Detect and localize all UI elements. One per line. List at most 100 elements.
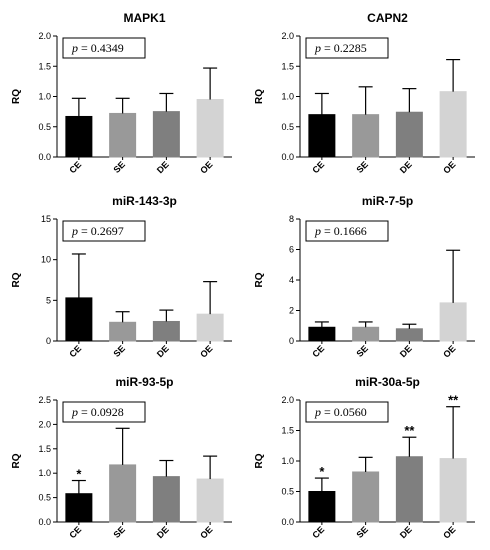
y-tick-label: 0.5 (38, 493, 51, 503)
x-tick-label: SE (111, 343, 127, 359)
bar-ce (308, 114, 336, 158)
y-tick-label: 2.0 (38, 31, 51, 41)
x-tick-label: CE (67, 159, 83, 175)
bar-se (352, 326, 380, 342)
p-value-box (305, 220, 389, 242)
p-value: = 0.1666 (321, 224, 367, 238)
x-tick-label: SE (354, 343, 370, 359)
x-tick-label: OE (198, 524, 214, 540)
y-tick-label: 1.0 (281, 456, 294, 466)
p-value-text: p = 0.2285 (314, 41, 367, 55)
bar-oe (439, 91, 467, 158)
y-tick-label: 1.0 (281, 92, 294, 102)
x-tick-label: CE (310, 159, 326, 175)
x-tick-label: DE (398, 159, 414, 175)
y-tick-label: 1.0 (38, 92, 51, 102)
x-tick-label: CE (310, 524, 326, 540)
p-symbol: p (71, 41, 78, 55)
x-tick-label: CE (67, 524, 83, 540)
x-tick-label: SE (354, 159, 370, 175)
chart-panel-2: CAPN2 RQ 0.0 0.5 1.0 1.5 2.0 CE SE DE OE p = 0.2285 (254, 11, 475, 176)
chart-panel-5: miR-93-5pRQ0.00.51.01.52.02.5CE*SE**DEOE… (11, 375, 232, 541)
x-tick-label: OE (441, 343, 457, 359)
bar-oe (196, 478, 224, 523)
y-tick-label: 2.0 (281, 395, 294, 405)
significance-marker: ** (404, 423, 415, 438)
x-tick-label: DE (398, 343, 414, 359)
y-tick-label: 5 (46, 295, 51, 305)
p-value-text: p = 0.4349 (71, 41, 124, 55)
chart-title: miR-30a-5p (355, 375, 420, 389)
chart-title: miR-93-5p (115, 375, 173, 389)
x-tick-label: DE (155, 343, 171, 359)
y-tick-label: 0.0 (38, 152, 51, 162)
p-value-text: p = 0.0560 (314, 405, 367, 419)
x-tick-label: OE (198, 343, 214, 359)
p-value-box (62, 401, 146, 423)
p-value-box (305, 37, 389, 59)
p-symbol: p (71, 405, 78, 419)
bar-ce (65, 297, 93, 342)
y-tick-label: 10 (41, 255, 51, 265)
x-tick-label: DE (155, 159, 171, 175)
bar-ce (308, 326, 336, 342)
y-tick-label: 8 (289, 214, 294, 224)
bar-oe (196, 313, 224, 342)
y-axis-label: RQ (11, 272, 22, 287)
y-tick-label: 2.5 (38, 395, 51, 405)
bar-se (352, 471, 380, 523)
p-value-box (305, 401, 389, 423)
significance-marker: * (319, 464, 325, 479)
y-tick-label: 1.5 (38, 61, 51, 71)
x-tick-label: DE (398, 524, 414, 540)
y-tick-label: 4 (289, 275, 294, 285)
y-tick-label: 2.0 (38, 419, 51, 429)
y-axis-label: RQ (11, 453, 22, 468)
y-tick-label: 0.0 (38, 517, 51, 527)
p-value-text: p = 0.2697 (71, 224, 124, 238)
bar-oe (439, 458, 467, 523)
x-tick-label: SE (354, 524, 370, 540)
y-tick-label: 1.5 (281, 426, 294, 436)
x-tick-label: OE (441, 524, 457, 540)
y-tick-label: 0 (46, 336, 51, 346)
p-symbol: p (314, 224, 321, 238)
p-value: = 0.4349 (78, 41, 124, 55)
p-symbol: p (71, 224, 78, 238)
x-tick-label: SE (111, 524, 127, 540)
y-axis-label: RQ (254, 453, 265, 468)
y-tick-label: 0.5 (281, 487, 294, 497)
bar-se (109, 112, 137, 158)
chart-panel-1: MAPK1 RQ 0.0 0.5 1.0 1.5 2.0 CE SE DE OE p = 0.4349 (11, 11, 232, 176)
y-tick-label: 0.0 (281, 152, 294, 162)
chart-panel-6: miR-30a-5p RQ 0.0 0.5 1.0 1.5 2.0 CE * SE DE ** OE **… (254, 375, 475, 541)
x-tick-label: OE (441, 159, 457, 175)
bar-se (352, 114, 380, 158)
bar-de (395, 111, 423, 158)
y-tick-label: 2.0 (281, 31, 294, 41)
x-tick-label: CE (310, 343, 326, 359)
bar-se (109, 464, 137, 523)
y-tick-label: 6 (289, 245, 294, 255)
chart-title: CAPN2 (367, 11, 408, 25)
bar-oe (196, 99, 224, 158)
p-symbol: p (314, 41, 321, 55)
bar-de (395, 456, 423, 523)
y-tick-label: 0.5 (281, 122, 294, 132)
y-tick-label: 0 (289, 336, 294, 346)
p-symbol: p (314, 405, 321, 419)
chart-panel-3: miR-143-3p RQ 0 5 10 15 CE SE DE OE p = 0.2697 (11, 194, 232, 360)
p-value: = 0.0560 (321, 405, 367, 419)
chart-title: miR-143-3p (112, 194, 177, 208)
chart-title: MAPK1 (123, 11, 165, 25)
bar-de (395, 328, 423, 342)
y-axis-label: RQ (11, 89, 22, 104)
y-tick-label: 1.5 (38, 444, 51, 454)
x-tick-label: OE (198, 159, 214, 175)
y-tick-label: 0.5 (38, 122, 51, 132)
y-tick-label: 2 (289, 306, 294, 316)
y-tick-label: 1.5 (281, 61, 294, 71)
p-value: = 0.2285 (321, 41, 367, 55)
bar-ce (65, 115, 93, 158)
